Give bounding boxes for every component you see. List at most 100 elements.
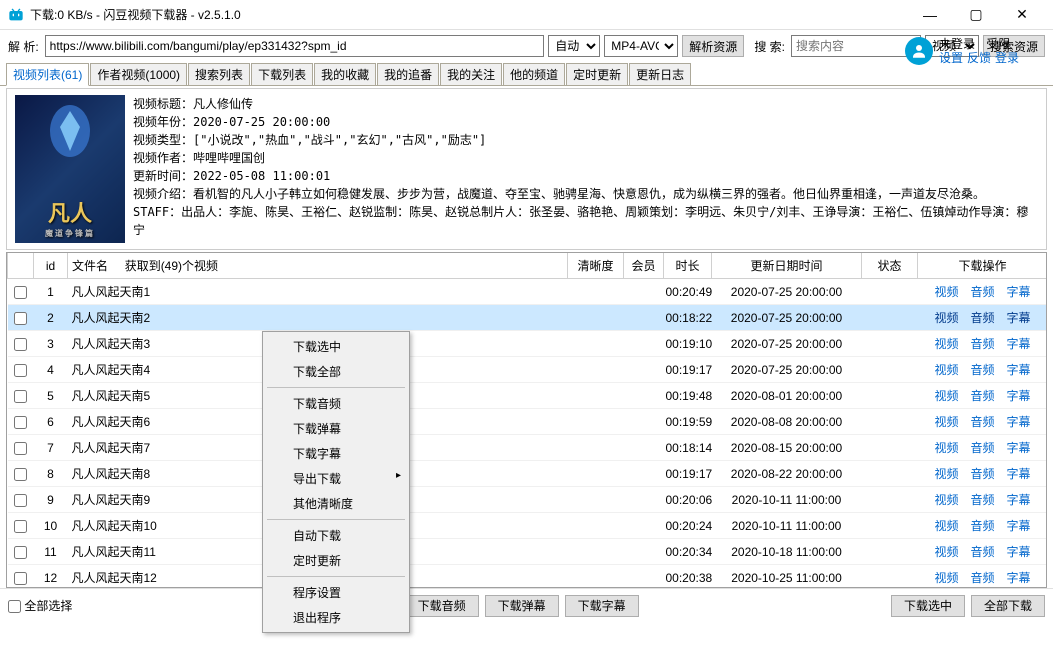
feedback-link[interactable]: 反馈 xyxy=(967,51,991,65)
tab-2[interactable]: 搜索列表 xyxy=(188,63,250,85)
download-video-link[interactable]: 视频 xyxy=(934,569,958,586)
download-video-link[interactable]: 视频 xyxy=(934,413,958,430)
download-audio-link[interactable]: 音频 xyxy=(970,413,994,430)
tab-8[interactable]: 定时更新 xyxy=(566,63,628,85)
row-checkbox[interactable] xyxy=(14,468,27,481)
download-sub-link[interactable]: 字幕 xyxy=(1007,387,1031,404)
download-sub-link[interactable]: 字幕 xyxy=(1007,361,1031,378)
tab-6[interactable]: 我的关注 xyxy=(440,63,502,85)
menu-item[interactable]: 下载弹幕 xyxy=(265,416,407,441)
download-sub-link[interactable]: 字幕 xyxy=(1007,309,1031,326)
col-clarity[interactable]: 清晰度 xyxy=(568,253,624,279)
download-audio-link[interactable]: 音频 xyxy=(970,387,994,404)
row-checkbox[interactable] xyxy=(14,416,27,429)
download-sub-link[interactable]: 字幕 xyxy=(1007,569,1031,586)
download-video-link[interactable]: 视频 xyxy=(934,439,958,456)
row-checkbox[interactable] xyxy=(14,312,27,325)
tab-7[interactable]: 他的频道 xyxy=(503,63,565,85)
table-row[interactable]: 1凡人风起天南100:20:492020-07-25 20:00:00视频音频字… xyxy=(8,279,1047,305)
download-video-link[interactable]: 视频 xyxy=(934,335,958,352)
format-select[interactable]: MP4-AVC xyxy=(604,35,678,57)
col-status[interactable]: 状态 xyxy=(862,253,918,279)
menu-item[interactable]: 导出下载 xyxy=(265,466,407,491)
table-row[interactable]: 10凡人风起天南1000:20:242020-10-11 11:00:00视频音… xyxy=(8,513,1047,539)
row-checkbox[interactable] xyxy=(14,494,27,507)
parse-button[interactable]: 解析资源 xyxy=(682,35,744,57)
tab-5[interactable]: 我的追番 xyxy=(377,63,439,85)
download-video-link[interactable]: 视频 xyxy=(934,387,958,404)
download-sub-link[interactable]: 字幕 xyxy=(1007,335,1031,352)
download-video-link[interactable]: 视频 xyxy=(934,543,958,560)
table-row[interactable]: 3凡人风起天南300:19:102020-07-25 20:00:00视频音频字… xyxy=(8,331,1047,357)
download-audio-link[interactable]: 音频 xyxy=(970,335,994,352)
settings-link[interactable]: 设置 xyxy=(939,51,963,65)
maximize-button[interactable]: ▢ xyxy=(953,0,999,30)
col-datetime[interactable]: 更新日期时间 xyxy=(712,253,862,279)
tab-9[interactable]: 更新日志 xyxy=(629,63,691,85)
menu-item[interactable]: 下载音频 xyxy=(265,391,407,416)
tab-3[interactable]: 下载列表 xyxy=(251,63,313,85)
download-audio-link[interactable]: 音频 xyxy=(970,283,994,300)
col-duration[interactable]: 时长 xyxy=(664,253,712,279)
download-audio-button[interactable]: 下载音频 xyxy=(405,595,479,617)
table-row[interactable]: 5凡人风起天南500:19:482020-08-01 20:00:00视频音频字… xyxy=(8,383,1047,409)
download-subtitle-button[interactable]: 下载字幕 xyxy=(565,595,639,617)
table-row[interactable]: 11凡人风起天南1100:20:342020-10-18 11:00:00视频音… xyxy=(8,539,1047,565)
download-video-link[interactable]: 视频 xyxy=(934,465,958,482)
login-link[interactable]: 登录 xyxy=(995,51,1019,65)
download-sub-link[interactable]: 字幕 xyxy=(1007,465,1031,482)
row-checkbox[interactable] xyxy=(14,364,27,377)
download-video-link[interactable]: 视频 xyxy=(934,283,958,300)
menu-item[interactable]: 下载选中 xyxy=(265,334,407,359)
table-row[interactable]: 12凡人风起天南1200:20:382020-10-25 11:00:00视频音… xyxy=(8,565,1047,588)
download-sub-link[interactable]: 字幕 xyxy=(1007,283,1031,300)
menu-item[interactable]: 程序设置 xyxy=(265,580,407,605)
col-download[interactable]: 下载操作 xyxy=(918,253,1047,279)
mode-select[interactable]: 自动 xyxy=(548,35,600,57)
download-audio-link[interactable]: 音频 xyxy=(970,517,994,534)
minimize-button[interactable]: — xyxy=(907,0,953,30)
menu-item[interactable]: 退出程序 xyxy=(265,605,407,630)
col-vip[interactable]: 会员 xyxy=(624,253,664,279)
download-audio-link[interactable]: 音频 xyxy=(970,439,994,456)
search-input[interactable] xyxy=(791,35,921,57)
download-selected-button[interactable]: 下载选中 xyxy=(891,595,965,617)
download-sub-link[interactable]: 字幕 xyxy=(1007,517,1031,534)
menu-item[interactable]: 其他清晰度 xyxy=(265,491,407,516)
col-filename[interactable]: 文件名 获取到(49)个视频 xyxy=(68,253,568,279)
table-row[interactable]: 9凡人风起天南900:20:062020-10-11 11:00:00视频音频字… xyxy=(8,487,1047,513)
download-all-button[interactable]: 全部下载 xyxy=(971,595,1045,617)
row-checkbox[interactable] xyxy=(14,572,27,585)
download-video-link[interactable]: 视频 xyxy=(934,361,958,378)
select-all-checkbox[interactable]: 全部选择 xyxy=(8,597,72,614)
row-checkbox[interactable] xyxy=(14,338,27,351)
url-input[interactable] xyxy=(45,35,545,57)
col-id[interactable]: id xyxy=(34,253,68,279)
download-audio-link[interactable]: 音频 xyxy=(970,543,994,560)
download-danmu-button[interactable]: 下载弹幕 xyxy=(485,595,559,617)
download-audio-link[interactable]: 音频 xyxy=(970,465,994,482)
download-audio-link[interactable]: 音频 xyxy=(970,491,994,508)
avatar[interactable] xyxy=(905,37,933,65)
menu-item[interactable]: 下载字幕 xyxy=(265,441,407,466)
download-sub-link[interactable]: 字幕 xyxy=(1007,413,1031,430)
tab-0[interactable]: 视频列表(61) xyxy=(6,63,89,86)
download-video-link[interactable]: 视频 xyxy=(934,491,958,508)
table-row[interactable]: 8凡人风起天南800:19:172020-08-22 20:00:00视频音频字… xyxy=(8,461,1047,487)
row-checkbox[interactable] xyxy=(14,390,27,403)
download-video-link[interactable]: 视频 xyxy=(934,517,958,534)
table-row[interactable]: 2凡人风起天南200:18:222020-07-25 20:00:00视频音频字… xyxy=(8,305,1047,331)
table-row[interactable]: 7凡人风起天南700:18:142020-08-15 20:00:00视频音频字… xyxy=(8,435,1047,461)
menu-item[interactable]: 下载全部 xyxy=(265,359,407,384)
row-checkbox[interactable] xyxy=(14,520,27,533)
table-row[interactable]: 4凡人风起天南400:19:172020-07-25 20:00:00视频音频字… xyxy=(8,357,1047,383)
menu-item[interactable]: 自动下载 xyxy=(265,523,407,548)
table-row[interactable]: 6凡人风起天南600:19:592020-08-08 20:00:00视频音频字… xyxy=(8,409,1047,435)
menu-item[interactable]: 定时更新 xyxy=(265,548,407,573)
download-sub-link[interactable]: 字幕 xyxy=(1007,439,1031,456)
download-sub-link[interactable]: 字幕 xyxy=(1007,543,1031,560)
row-checkbox[interactable] xyxy=(14,442,27,455)
download-audio-link[interactable]: 音频 xyxy=(970,569,994,586)
tab-4[interactable]: 我的收藏 xyxy=(314,63,376,85)
download-audio-link[interactable]: 音频 xyxy=(970,361,994,378)
